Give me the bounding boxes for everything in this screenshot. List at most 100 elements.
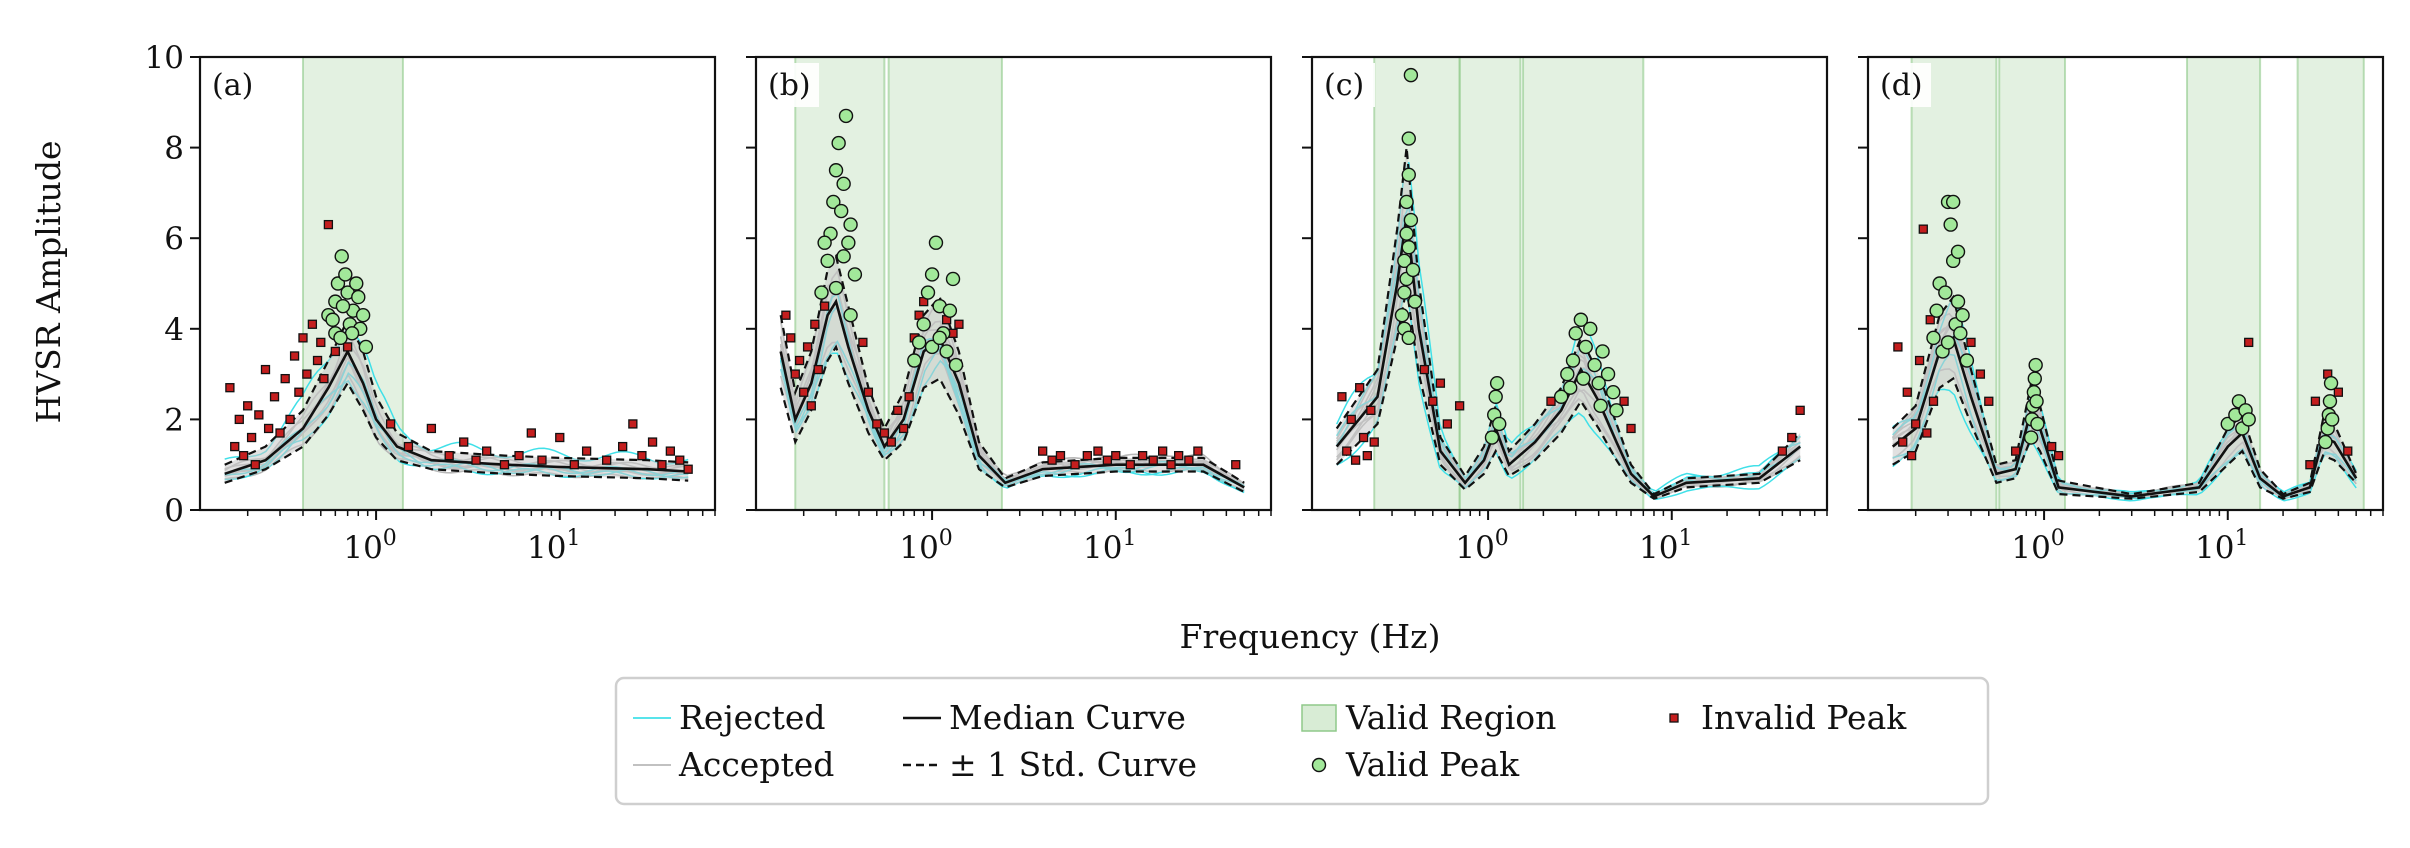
invalid-peak: [2305, 460, 2315, 470]
valid-peak: [817, 235, 832, 250]
valid-peak: [338, 267, 353, 282]
valid-peak: [942, 303, 958, 318]
valid-peak: [2029, 394, 2044, 409]
x-tick-base: 10: [899, 530, 938, 566]
invalid-peak: [790, 369, 800, 379]
valid-peak: [1563, 380, 1578, 395]
invalid-peak: [1038, 446, 1048, 456]
invalid-peak: [618, 441, 628, 452]
invalid-peak: [665, 446, 676, 456]
invalid-peak: [2047, 441, 2057, 452]
median-curve: [779, 298, 1245, 489]
invalid-peak: [246, 432, 257, 443]
valid-peak: [1401, 167, 1416, 182]
panel-d: (d)100 101: [1858, 55, 2385, 566]
valid-peak: [826, 194, 841, 210]
valid-peak: [838, 108, 854, 124]
x-tick-exponent: 1: [1678, 526, 1692, 551]
panel-label-box: [1875, 63, 1931, 107]
valid-peak: [1583, 321, 1598, 336]
x-tick-exponent: 0: [939, 526, 953, 551]
invalid-peak: [1231, 460, 1241, 470]
valid-peak: [358, 339, 374, 355]
x-tick-base: 10: [2195, 530, 2234, 566]
invalid-peak: [302, 369, 312, 379]
invalid-peak: [280, 373, 290, 384]
invalid-peak: [269, 392, 280, 402]
axes-frame: [1310, 55, 1829, 512]
invalid-peak: [1922, 428, 1932, 438]
invalid-peak: [444, 450, 454, 461]
invalid-peak: [1093, 446, 1103, 456]
median-curve: [1891, 335, 2358, 498]
valid-peak: [945, 271, 961, 287]
x-tick-label: 100: [1455, 526, 1508, 566]
invalid-peak: [1366, 405, 1376, 415]
invalid-peak: [459, 437, 469, 447]
valid-peak: [1403, 212, 1419, 228]
invalid-peak: [319, 373, 329, 384]
invalid-peak: [1902, 387, 1912, 397]
legend-item-dashed-black-line: ± 1 Std. Curve: [903, 745, 1197, 784]
valid-peak: [1591, 375, 1606, 391]
panel-label-box: [207, 63, 263, 107]
invalid-peak: [569, 460, 579, 470]
invalid-peak: [1337, 392, 1347, 402]
invalid-peak: [526, 428, 536, 438]
invalid-peak: [675, 455, 685, 465]
valid-peak: [1929, 303, 1944, 318]
invalid-peak: [1047, 455, 1057, 465]
invalid-peak: [1342, 446, 1352, 456]
invalid-peak: [683, 464, 693, 474]
valid-peak: [928, 235, 944, 250]
invalid-peak: [794, 355, 805, 366]
x-tick-exponent: 1: [566, 526, 580, 551]
valid-peak: [836, 176, 851, 192]
valid-peak: [836, 249, 851, 264]
std-lower-curve: [1892, 376, 2357, 500]
invalid-peak: [1174, 450, 1184, 461]
std-lower-curve: [779, 344, 1245, 493]
x-tick-label: 100: [899, 526, 952, 566]
legend-label: Median Curve: [949, 698, 1186, 737]
valid-peak: [828, 163, 844, 178]
valid-peak: [1560, 366, 1575, 382]
y-tick-label: 10: [145, 40, 184, 76]
valid-peak: [1399, 194, 1414, 210]
invalid-peak: [781, 310, 791, 320]
invalid-peak: [1918, 224, 1928, 234]
valid-peak: [847, 267, 863, 282]
panel-c: (c)100 101: [1302, 55, 1829, 566]
valid-peak: [1926, 330, 1941, 346]
invalid-peak: [886, 437, 896, 447]
valid-peak: [1492, 416, 1507, 432]
valid-peak: [1950, 244, 1966, 259]
x-tick-base: 10: [1083, 530, 1122, 566]
invalid-peak: [1055, 450, 1066, 461]
x-tick-base: 10: [1455, 530, 1494, 566]
valid-peak: [333, 330, 348, 346]
valid-peak: [1573, 312, 1589, 327]
invalid-peak: [893, 405, 903, 415]
invalid-peak: [1358, 432, 1369, 443]
invalid-peak: [1787, 432, 1797, 443]
invalid-peak: [1355, 383, 1365, 393]
legend-handle: [1311, 757, 1327, 773]
valid-peak: [2324, 412, 2340, 427]
invalid-peak: [1148, 455, 1158, 465]
valid-peak: [2220, 416, 2235, 432]
invalid-peak: [537, 455, 547, 465]
valid-peak: [334, 249, 349, 264]
x-tick-label: 101: [1083, 526, 1136, 566]
valid-peak: [349, 276, 364, 291]
invalid-peak: [555, 432, 565, 443]
invalid-peak: [1925, 315, 1935, 325]
x-tick-exponent: 1: [1122, 526, 1136, 551]
x-tick-label: 101: [2195, 526, 2248, 566]
std-upper-curve: [1891, 294, 2358, 496]
invalid-peak: [225, 383, 235, 393]
valid-peak: [828, 280, 844, 296]
invalid-peak: [2244, 337, 2254, 348]
invalid-peak: [1125, 460, 1135, 470]
invalid-peak: [2343, 446, 2353, 456]
